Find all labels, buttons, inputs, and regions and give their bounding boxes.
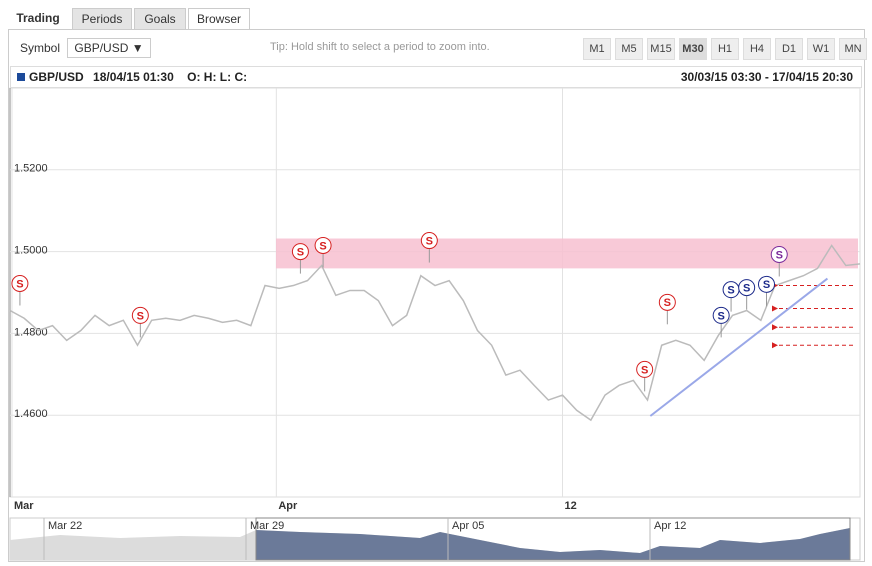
info-range: 30/03/15 03:30 - 17/04/15 20:30 <box>680 70 853 84</box>
period-button[interactable]: W1 <box>807 38 835 60</box>
period-button[interactable]: H4 <box>743 38 771 60</box>
period-button[interactable]: M15 <box>647 38 675 60</box>
symbol-select[interactable]: GBP/USD ▼ <box>67 38 151 58</box>
tab[interactable]: Browser <box>188 8 250 29</box>
period-buttons: M1 M5 M15 M30 H1 H4 D1 W1 MN <box>579 38 867 60</box>
tab[interactable]: Periods <box>72 8 132 29</box>
tip: Tip: Hold shift to select a period to zo… <box>270 41 490 53</box>
toolbar: GBP/USD Symbol GBP/USD ▼ <box>20 38 151 58</box>
period-button[interactable]: D1 <box>775 38 803 60</box>
symbol-label: Symbol <box>20 41 61 55</box>
period-button[interactable]: H1 <box>711 38 739 60</box>
period-button[interactable]: M30 <box>679 38 707 60</box>
frame <box>8 29 865 562</box>
info-bar: GBP/USD 18/04/15 01:30 O: H: L: C: 30/03… <box>10 66 862 88</box>
symbol-value: GBP/USD <box>74 41 129 55</box>
period-button[interactable]: M1 <box>583 38 611 60</box>
period-button[interactable]: MN <box>839 38 867 60</box>
info-ohlc: O: H: L: C: <box>187 70 248 84</box>
info-time: 18/04/15 01:30 <box>93 70 174 84</box>
tab[interactable]: Goals <box>134 8 186 29</box>
info-symbol: GBP/USD <box>29 70 84 84</box>
period-button[interactable]: M5 <box>615 38 643 60</box>
tab[interactable]: Trading <box>8 8 68 28</box>
